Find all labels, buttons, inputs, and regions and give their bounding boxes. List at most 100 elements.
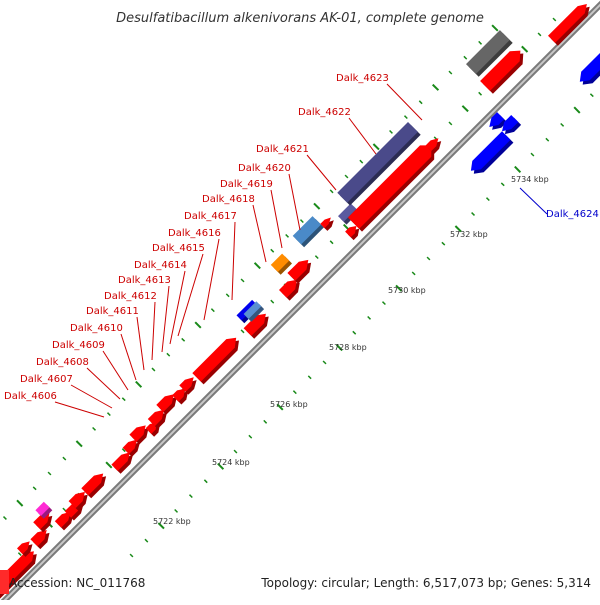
- tick-mark: [537, 32, 542, 37]
- tick-mark: [322, 360, 327, 365]
- tick-mark: [478, 91, 483, 96]
- gene-feature-35: [470, 131, 514, 174]
- callout-line: [306, 154, 337, 191]
- tick-mark: [454, 225, 462, 233]
- gene-feature-13-face: [145, 422, 157, 434]
- gene-label[interactable]: Dalk_4615: [152, 243, 205, 254]
- gene-label[interactable]: Dalk_4609: [52, 340, 105, 351]
- gene-label[interactable]: Dalk_4612: [104, 291, 157, 302]
- tick-mark: [144, 538, 149, 543]
- gene-feature-17-face: [179, 377, 194, 392]
- callout-line: [252, 204, 267, 263]
- tick-mark: [307, 375, 312, 380]
- gene-feature-9: [81, 473, 107, 499]
- gene-feature-13: [145, 422, 160, 437]
- tick-mark: [62, 507, 67, 512]
- gene-feature-14-face: [147, 409, 164, 427]
- tick-mark: [135, 380, 143, 388]
- gene-feature-25: [292, 216, 324, 248]
- gene-feature-11-face: [122, 439, 138, 454]
- gene-label[interactable]: Dalk_4617: [184, 211, 237, 222]
- gene-feature-11: [122, 439, 140, 457]
- gene-feature-30: [337, 122, 421, 206]
- tick-mark: [514, 165, 522, 174]
- tick-mark: [225, 293, 230, 298]
- scale-label: 5730 kbp: [388, 286, 426, 295]
- gene-feature-32-face: [480, 50, 521, 91]
- tick-mark: [129, 553, 134, 558]
- tick-mark: [329, 240, 334, 245]
- tick-mark: [270, 299, 275, 304]
- gene-label[interactable]: Dalk_4616: [168, 228, 221, 239]
- tick-mark: [530, 152, 535, 157]
- tick-mark: [389, 129, 393, 134]
- tick-mark: [75, 440, 83, 448]
- gene-feature-5: [35, 501, 53, 519]
- tick-mark: [372, 143, 380, 151]
- gene-feature-4: [33, 513, 53, 533]
- gene-label[interactable]: Dalk_4606: [4, 391, 57, 402]
- gene-label[interactable]: Dalk_4607: [20, 374, 73, 385]
- gene-feature-26-shadow: [323, 220, 334, 231]
- gene-label[interactable]: Dalk_4620: [238, 163, 291, 174]
- callout-line: [70, 384, 113, 409]
- scale-labels: 5722 kbp 5724 kbp 5726 kbp 5728 kbp 5730 kbp…: [153, 175, 549, 526]
- gene-feature-5-face: [35, 501, 50, 516]
- tick-mark: [560, 122, 565, 127]
- gene-label[interactable]: Dalk_4618: [202, 194, 255, 205]
- gene-label[interactable]: Dalk_4614: [134, 260, 187, 271]
- callout-line: [86, 367, 121, 400]
- gene-feature-31: [425, 138, 442, 154]
- tick-mark: [471, 212, 476, 216]
- gene-feature-30-face: [337, 122, 418, 203]
- callout-line: [519, 187, 548, 215]
- gene-feature-8: [68, 491, 88, 511]
- gene-feature-19: [243, 313, 269, 339]
- tick-mark: [166, 352, 171, 357]
- genome-summary-text: Topology: circular; Length: 6,517,073 bp…: [260, 576, 591, 590]
- gene-feature-34: [548, 4, 590, 46]
- tick-mark: [329, 189, 334, 194]
- callout-line: [348, 117, 377, 155]
- gene-feature-19-face: [243, 313, 266, 336]
- gene-feature-4-face: [33, 513, 50, 530]
- gene-label[interactable]: Dalk_4613: [118, 275, 171, 286]
- gene-label[interactable]: Dalk_4611: [86, 306, 139, 317]
- gene-feature-25-face: [292, 216, 321, 245]
- gene-feature-21-face: [243, 301, 262, 319]
- gene-label[interactable]: Dalk_4608: [36, 357, 89, 368]
- gene-feature-35-face: [470, 131, 511, 171]
- scale-label: 5722 kbp: [153, 517, 191, 526]
- tick-mark: [589, 93, 594, 98]
- gene-label[interactable]: Dalk_4621: [256, 144, 309, 155]
- gene-label[interactable]: Dalk_4622: [298, 107, 351, 118]
- gene-label-callouts: Dalk_4606 Dalk_4607 Dalk_4608 Dalk_4609 Dalk…: [4, 73, 599, 418]
- tick-mark: [485, 197, 490, 202]
- tick-mark: [367, 315, 372, 320]
- gene-label[interactable]: Dalk_4624: [546, 209, 599, 220]
- gene-label[interactable]: Dalk_4610: [70, 323, 123, 334]
- tick-mark: [299, 219, 304, 224]
- gene-label[interactable]: Dalk_4623: [336, 73, 389, 84]
- gene-feature-20-face: [236, 299, 257, 321]
- gene-feature-37: [502, 115, 522, 135]
- tick-mark: [32, 486, 37, 491]
- gene-feature-26-face: [320, 217, 331, 229]
- gene-feature-32: [480, 50, 524, 94]
- gene-feature-24: [270, 253, 292, 275]
- gene-feature-12: [129, 425, 149, 445]
- gene-feature-16-face: [172, 388, 186, 402]
- tick-mark: [418, 100, 423, 105]
- gene-feature-29: [347, 145, 435, 232]
- tick-mark: [217, 462, 225, 470]
- tick-mark: [411, 271, 416, 276]
- gene-label[interactable]: Dalk_4619: [220, 179, 273, 190]
- gene-features: [0, 4, 600, 599]
- gene-feature-23-face: [287, 259, 309, 281]
- tick-mark: [62, 456, 67, 461]
- tick-mark: [448, 121, 453, 126]
- gene-feature-2-face: [17, 541, 30, 555]
- tick-mark: [248, 434, 253, 439]
